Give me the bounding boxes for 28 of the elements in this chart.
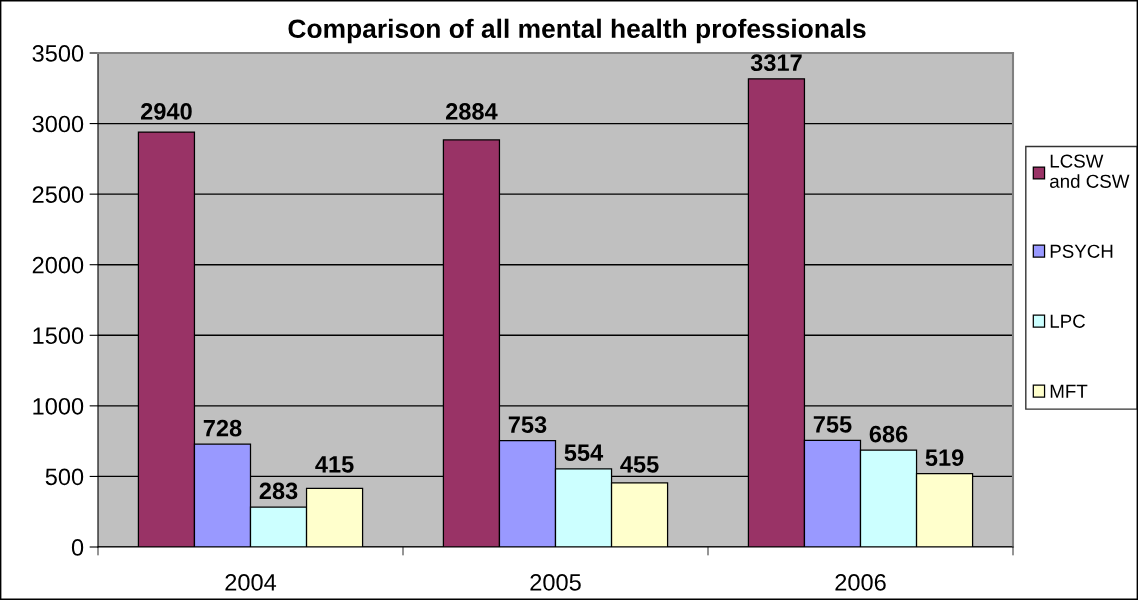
data-label: 755 [813,416,852,433]
legend-label: LPC [1050,314,1086,328]
data-label: 519 [925,449,964,466]
data-label: 728 [203,419,242,437]
x-tick-label: 2004 [225,574,277,591]
x-tick-label: 2006 [835,574,886,591]
chart-title: Comparison of all mental health professionals [288,18,866,44]
y-tick-label: 500 [45,468,84,486]
y-tick-label: 3000 [32,115,84,133]
data-label: 283 [259,482,298,500]
data-label: 455 [620,456,659,473]
y-tick-label: 2000 [32,256,84,274]
legend-label: LCSW and CSW [1050,154,1130,188]
y-tick-label: 3500 [32,45,84,62]
legend-label: PSYCH [1050,244,1113,258]
y-tick-label: 1000 [33,397,84,415]
x-tick-label: 2005 [530,574,581,591]
y-tick-label: 2500 [32,186,84,203]
y-tick-label: 0 [71,539,84,556]
data-label: 686 [869,425,908,443]
data-label: 554 [564,444,604,462]
y-tick-label: 1500 [33,327,84,345]
legend-label: MFT [1050,384,1088,398]
data-label: 415 [315,456,354,473]
data-label: 2884 [445,103,498,120]
data-label: 753 [508,416,547,433]
data-label: 3317 [750,54,802,72]
data-label: 2940 [140,103,192,120]
